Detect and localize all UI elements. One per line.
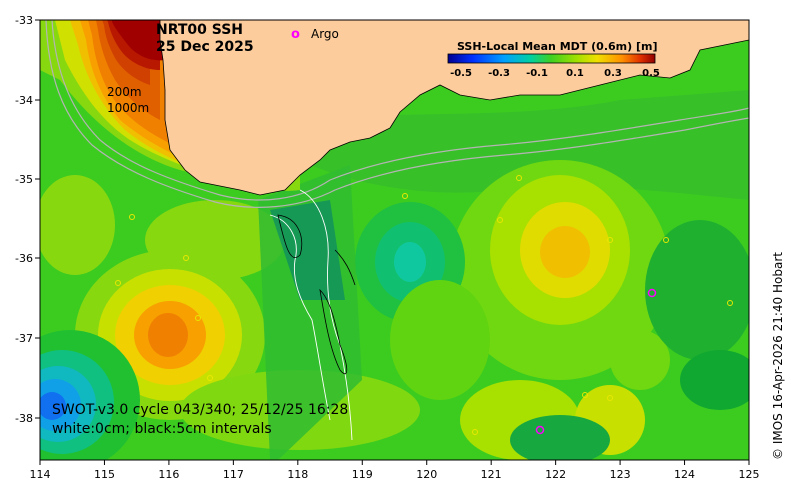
- colorbar: SSH-Local Mean MDT (0.6m) [m] -0.5 -0.3 -0…: [447, 40, 660, 79]
- swot-info-line1: SWOT-v3.0 cycle 043/340; 25/12/25 16:28: [52, 402, 348, 418]
- argo-legend-marker: o: [291, 27, 300, 42]
- y-axis: -33 -34 -35 -36 -37 -38: [15, 14, 40, 425]
- map-plot-area: [40, 20, 749, 460]
- colorbar-tick-label: -0.3: [488, 68, 510, 79]
- colorbar-tick-label: 0.1: [566, 68, 584, 79]
- x-tick-label: 122: [545, 468, 566, 481]
- colorbar-ticks: -0.5 -0.3 -0.1 0.1 0.3 0.5: [450, 68, 660, 79]
- colorbar-title: SSH-Local Mean MDT (0.6m) [m]: [457, 40, 657, 53]
- argo-legend-label: Argo: [311, 27, 339, 41]
- y-tick-label: -35: [15, 173, 33, 186]
- isobath-label-1000: 1000m: [107, 101, 149, 115]
- argo-floats: [535, 288, 657, 435]
- x-tick-label: 121: [481, 468, 502, 481]
- plot-frame: [39, 19, 750, 461]
- y-tick-label: -38: [15, 412, 33, 425]
- y-tick-label: -33: [15, 14, 33, 27]
- colorbar-tick-label: -0.1: [526, 68, 548, 79]
- colorbar-tick-label: -0.5: [450, 68, 472, 79]
- swot-contours: [269, 189, 356, 441]
- x-tick-label: 123: [610, 468, 631, 481]
- x-tick-label: 114: [30, 468, 51, 481]
- x-tick-label: 117: [223, 468, 244, 481]
- y-tick-label: -34: [15, 94, 33, 107]
- argo-float: [647, 288, 657, 298]
- land-mass: [159, 20, 749, 196]
- ssh-field: [40, 90, 749, 460]
- swot-info-line2: white:0cm; black:5cm intervals: [52, 421, 272, 437]
- argo-float: [535, 425, 545, 435]
- x-tick-label: 116: [158, 468, 179, 481]
- isobath-lines: [45, 20, 749, 208]
- observation-markers: [115, 175, 733, 435]
- x-tick-label: 119: [352, 468, 373, 481]
- x-tick-label: 124: [674, 468, 695, 481]
- x-tick-label: 115: [94, 468, 115, 481]
- y-tick-label: -37: [15, 332, 33, 345]
- colorbar-gradient: [447, 53, 656, 64]
- x-tick-label: 120: [416, 468, 437, 481]
- y-tick-label: -36: [15, 252, 33, 265]
- isobath-label-200: 200m: [107, 85, 142, 99]
- x-tick-label: 118: [287, 468, 308, 481]
- colorbar-tick-label: 0.5: [642, 68, 660, 79]
- x-tick-label: 125: [739, 468, 760, 481]
- map-title-line1: NRT00 SSH: [156, 22, 243, 38]
- colorbar-tick-label: 0.3: [604, 68, 622, 79]
- x-axis: 114 115 116 117 118 119 120 121 122 123 124 125: [30, 460, 760, 481]
- credit-text: © IMOS 16-Apr-2026 21:40 Hobart: [771, 252, 785, 460]
- map-title-line2: 25 Dec 2025: [156, 39, 254, 55]
